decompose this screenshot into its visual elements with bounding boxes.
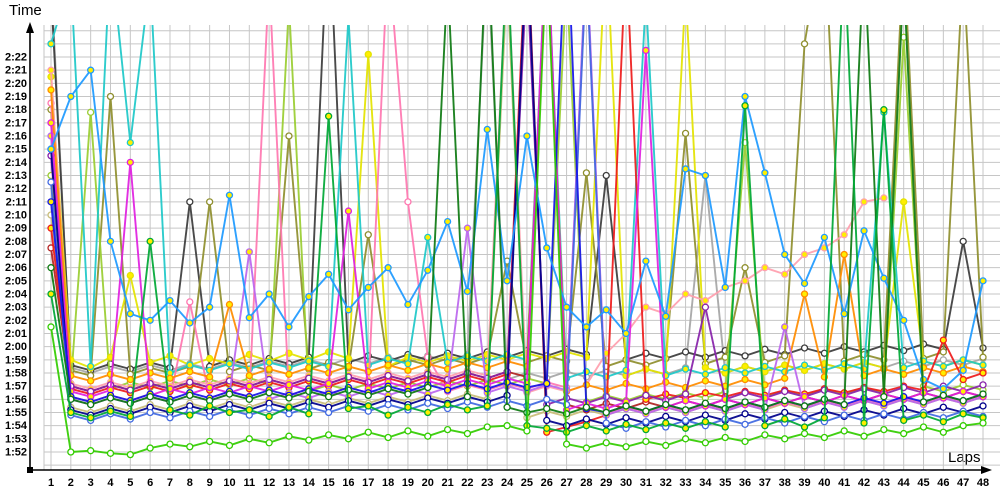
y-tick-label: 2:05 — [5, 275, 27, 287]
x-tick-label: 30 — [620, 477, 632, 489]
y-tick-label: 2:14 — [5, 157, 28, 169]
y-tick-label: 1:59 — [5, 354, 27, 366]
x-tick-label: 42 — [858, 477, 870, 489]
y-tick-label: 1:52 — [5, 447, 27, 459]
x-tick-label: 45 — [917, 477, 929, 489]
y-tick-label: 2:18 — [5, 104, 27, 116]
y-tick-label: 2:15 — [5, 144, 27, 156]
y-tick-label: 1:57 — [5, 381, 27, 393]
cyan-line — [47, 25, 987, 382]
x-tick-label: 20 — [422, 477, 434, 489]
x-tick-label: 10 — [223, 477, 235, 489]
x-tick-label: 28 — [580, 477, 592, 489]
x-tick-label: 47 — [957, 477, 969, 489]
x-tick-label: 23 — [481, 477, 493, 489]
x-tick-label: 18 — [382, 477, 394, 489]
x-tick-label: 44 — [898, 477, 911, 489]
x-tick-label: 26 — [541, 477, 553, 489]
series-layer — [47, 25, 987, 459]
x-tick-label: 19 — [402, 477, 414, 489]
royalblue-line — [47, 25, 987, 432]
y-tick-label: 1:58 — [5, 368, 27, 380]
x-tick-label: 24 — [501, 477, 514, 489]
x-tick-label: 2 — [68, 477, 74, 489]
x-tick-label: 11 — [243, 477, 255, 489]
x-tick-label: 8 — [187, 477, 193, 489]
y-tick-label: 2:19 — [5, 91, 27, 103]
y-tick-label: 1:56 — [5, 394, 27, 406]
y-tick-label: 2:01 — [5, 328, 27, 340]
x-tick-label: 35 — [719, 477, 731, 489]
x-axis-title: Laps — [948, 449, 981, 466]
x-tick-label: 5 — [127, 477, 133, 489]
y-tick-label: 2:09 — [5, 223, 27, 235]
x-tick-label: 33 — [679, 477, 691, 489]
y-tick-label: 2:04 — [5, 289, 28, 301]
x-tick-label: 9 — [207, 477, 213, 489]
x-tick-label: 39 — [798, 477, 810, 489]
y-tick-label: 2:13 — [5, 170, 27, 182]
x-tick-label: 1 — [48, 477, 54, 489]
y-tick-label: 2:20 — [5, 78, 27, 90]
y-tick-label: 2:08 — [5, 236, 27, 248]
darkgreen-line — [47, 25, 987, 418]
x-tick-label: 34 — [699, 477, 712, 489]
y-tick-label: 1:54 — [5, 420, 28, 432]
y-tick-label: 1:55 — [5, 407, 27, 419]
x-tick-label: 17 — [362, 477, 374, 489]
x-tick-label: 48 — [977, 477, 989, 489]
y-tick-label: 2:11 — [6, 196, 27, 208]
x-tick-label: 38 — [779, 477, 791, 489]
x-tick-label: 32 — [660, 477, 672, 489]
axes-layer — [26, 22, 992, 474]
dodgerblue-line — [47, 66, 987, 393]
x-tick-label: 41 — [838, 477, 850, 489]
x-tick-label: 46 — [937, 477, 949, 489]
x-tick-label: 25 — [521, 477, 533, 489]
x-tick-label: 27 — [560, 477, 572, 489]
y-tick-label: 2:17 — [5, 117, 27, 129]
x-tick-label: 37 — [759, 477, 771, 489]
x-tick-label: 14 — [303, 477, 316, 489]
x-tick-label: 16 — [342, 477, 354, 489]
x-tick-label: 4 — [107, 477, 114, 489]
lime-line — [47, 25, 987, 459]
y-tick-label: 2:06 — [5, 262, 27, 274]
y-axis-title: Time — [9, 2, 42, 19]
x-tick-label: 21 — [441, 477, 453, 489]
x-tick-label: 6 — [147, 477, 153, 489]
y-tick-label: 2:07 — [5, 249, 27, 261]
x-tick-label: 22 — [461, 477, 473, 489]
y-tick-label: 2:22 — [5, 52, 27, 64]
tick-labels: 2:222:212:202:192:182:17 2:162:152:142:13… — [5, 52, 989, 489]
y-tick-label: 1:53 — [5, 433, 27, 445]
x-tick-label: 36 — [739, 477, 751, 489]
x-tick-label: 15 — [322, 477, 334, 489]
y-tick-label: 2:10 — [5, 210, 27, 222]
x-tick-label: 13 — [283, 477, 295, 489]
y-tick-label: 2:03 — [5, 302, 27, 314]
green-line — [47, 25, 987, 436]
y-tick-label: 2:00 — [5, 341, 27, 353]
y-tick-label: 2:12 — [5, 183, 27, 195]
x-tick-label: 29 — [600, 477, 612, 489]
x-tick-label: 40 — [818, 477, 830, 489]
y-tick-label: 2:16 — [5, 131, 27, 143]
x-tick-label: 43 — [878, 477, 890, 489]
x-tick-label: 31 — [640, 477, 652, 489]
x-tick-label: 7 — [167, 477, 173, 489]
x-tick-label: 3 — [88, 477, 94, 489]
y-tick-label: 2:21 — [5, 65, 27, 77]
x-tick-label: 12 — [263, 477, 275, 489]
y-tick-label: 2:02 — [5, 315, 27, 327]
